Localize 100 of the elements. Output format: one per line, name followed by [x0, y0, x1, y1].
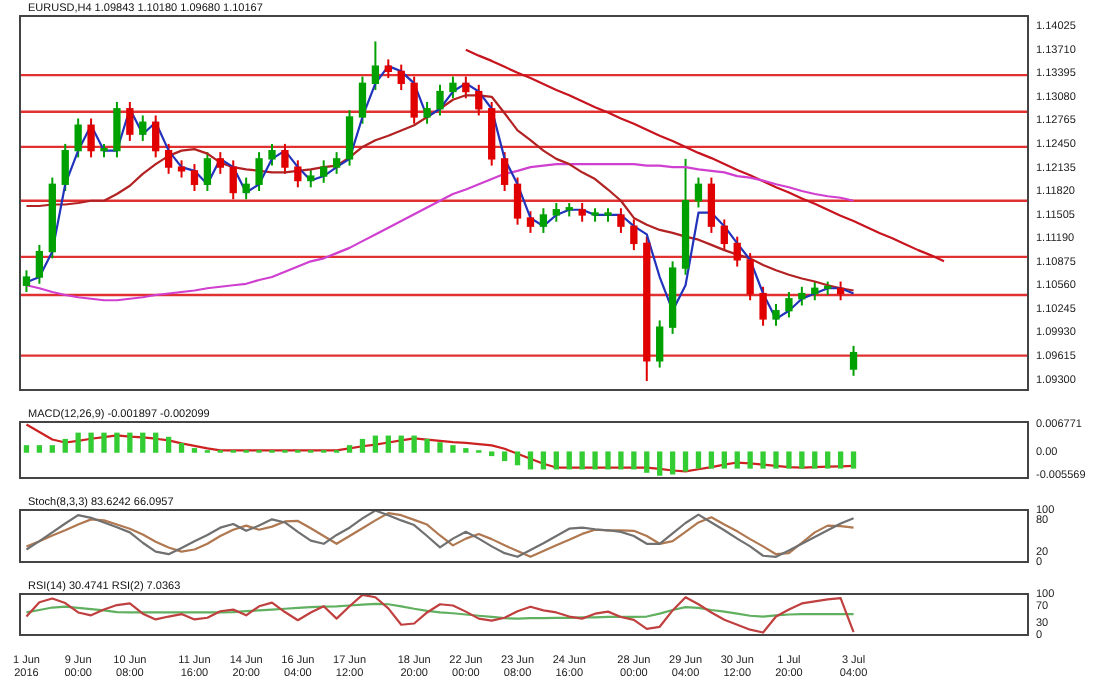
candlestick	[113, 101, 121, 159]
bar	[75, 432, 81, 453]
candlestick	[216, 151, 224, 175]
candlestick	[462, 75, 470, 100]
candlestick	[578, 202, 586, 223]
candlestick	[294, 159, 302, 189]
bar	[36, 445, 43, 453]
candlestick	[61, 142, 69, 193]
bar	[566, 451, 572, 470]
bar	[359, 438, 366, 453]
bar	[101, 432, 107, 453]
bar	[540, 451, 547, 470]
bar	[850, 451, 857, 469]
bar	[424, 438, 430, 453]
candlestick	[152, 114, 160, 159]
bar	[514, 451, 521, 466]
candlestick	[798, 285, 806, 307]
candlestick	[139, 114, 147, 142]
bar	[127, 432, 133, 453]
bar	[165, 436, 172, 453]
candlestick	[35, 243, 44, 285]
bar	[747, 451, 753, 469]
candlestick	[694, 176, 703, 209]
bar	[178, 443, 185, 453]
bar	[49, 445, 55, 453]
candlestick	[371, 40, 380, 92]
bar	[799, 451, 805, 469]
candlestick	[190, 163, 199, 193]
candlestick	[281, 142, 289, 175]
bar	[501, 451, 508, 462]
candlestick	[320, 159, 328, 184]
candlestick	[74, 117, 82, 159]
bar	[62, 438, 68, 453]
candlestick	[500, 151, 509, 193]
candlestick	[513, 176, 522, 226]
candlestick	[772, 302, 780, 327]
candlestick	[849, 344, 858, 377]
candlestick	[526, 210, 535, 234]
candlestick	[255, 151, 263, 193]
bar	[527, 451, 534, 470]
candlestick	[720, 218, 728, 252]
candlestick	[164, 142, 173, 175]
candlestick	[552, 202, 560, 223]
bar	[618, 451, 624, 470]
candlestick	[332, 151, 341, 175]
bar	[773, 451, 779, 469]
candlestick	[449, 75, 457, 100]
candlestick	[759, 285, 767, 327]
bar	[644, 451, 650, 473]
bar	[825, 451, 831, 469]
bar	[88, 432, 94, 453]
candlestick	[656, 319, 664, 369]
candlestick	[785, 291, 793, 319]
bar	[708, 451, 715, 469]
candlestick	[358, 75, 367, 125]
candlestick	[384, 58, 392, 80]
candlestick	[733, 235, 741, 268]
bar	[812, 451, 818, 469]
candlestick	[617, 207, 625, 234]
candlestick	[87, 117, 95, 159]
candlestick	[707, 176, 716, 234]
bar	[734, 451, 740, 469]
candlestick	[126, 101, 134, 142]
bar	[657, 451, 663, 476]
candlestick	[410, 75, 418, 125]
candlestick	[22, 269, 31, 294]
bar	[579, 451, 585, 470]
bar	[760, 451, 766, 469]
bar	[605, 451, 611, 470]
bar	[372, 435, 379, 453]
candlestick	[345, 109, 354, 167]
bar	[786, 451, 792, 469]
bar	[437, 442, 443, 453]
candlestick	[229, 159, 237, 201]
candlestick	[242, 176, 250, 201]
bar	[592, 451, 598, 470]
bar	[385, 435, 391, 453]
bar	[837, 451, 844, 469]
bar	[411, 435, 417, 453]
candlestick	[436, 83, 444, 117]
bar	[489, 451, 495, 457]
bar	[23, 445, 30, 453]
bar	[346, 445, 353, 453]
candlestick	[630, 218, 638, 252]
bar	[114, 432, 120, 453]
candlestick	[746, 252, 754, 302]
candlestick	[539, 207, 548, 234]
candlestick	[397, 63, 405, 92]
bar	[140, 432, 146, 453]
candlestick	[475, 83, 483, 117]
bar	[669, 451, 676, 475]
bar	[450, 445, 456, 453]
bar	[682, 451, 689, 472]
candlestick	[268, 142, 276, 167]
bar	[721, 451, 727, 469]
bar	[398, 435, 404, 453]
bar	[695, 451, 702, 469]
bar	[553, 451, 559, 470]
candlestick	[203, 151, 212, 193]
bar	[153, 432, 159, 453]
